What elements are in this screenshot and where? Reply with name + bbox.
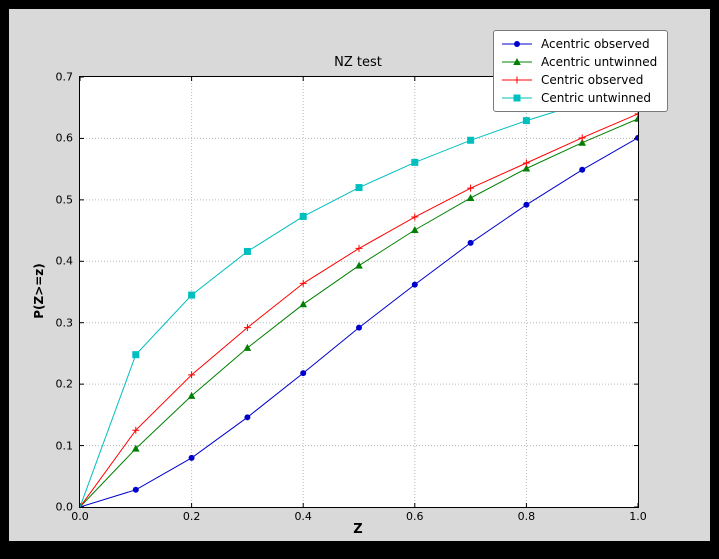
legend-line-sample-icon (502, 76, 532, 84)
legend-item-centric-untwinned: Centric untwinned (500, 89, 657, 107)
legend: Acentric observed Acentric untwinned Cen… (493, 30, 669, 112)
legend-line-sample-icon (502, 41, 532, 47)
figure-canvas: NZ test P(Z>=z) Z 0.0 0.2 0.4 0.6 0.8 1.0 0.0… (9, 9, 710, 541)
x-axis-label: Z (353, 522, 363, 537)
legend-item-centric-observed: Centric observed (500, 71, 657, 89)
y-tick-label: 0.7 (55, 70, 74, 84)
y-tick-label: 0.5 (55, 193, 74, 207)
legend-item-acentric-observed: Acentric observed (500, 35, 657, 53)
legend-item-acentric-untwinned: Acentric untwinned (500, 53, 657, 71)
chart-title: NZ test (334, 55, 382, 70)
legend-line-sample-icon (502, 58, 532, 65)
plot-area (79, 76, 639, 508)
plot-canvas (80, 77, 638, 507)
y-axis-label: P(Z>=z) (32, 263, 46, 319)
y-tick-label: 0.0 (55, 500, 74, 514)
y-tick-label: 0.1 (55, 439, 74, 453)
legend-line-sample-icon (502, 94, 532, 102)
y-tick-label: 0.2 (55, 377, 74, 391)
y-tick-label: 0.6 (55, 131, 74, 145)
y-tick-label: 0.4 (55, 254, 74, 268)
legend-label: Centric observed (541, 73, 644, 87)
y-tick-label: 0.3 (55, 316, 74, 330)
legend-label: Centric untwinned (541, 91, 652, 105)
legend-label: Acentric untwinned (541, 55, 658, 69)
legend-label: Acentric observed (541, 37, 650, 51)
